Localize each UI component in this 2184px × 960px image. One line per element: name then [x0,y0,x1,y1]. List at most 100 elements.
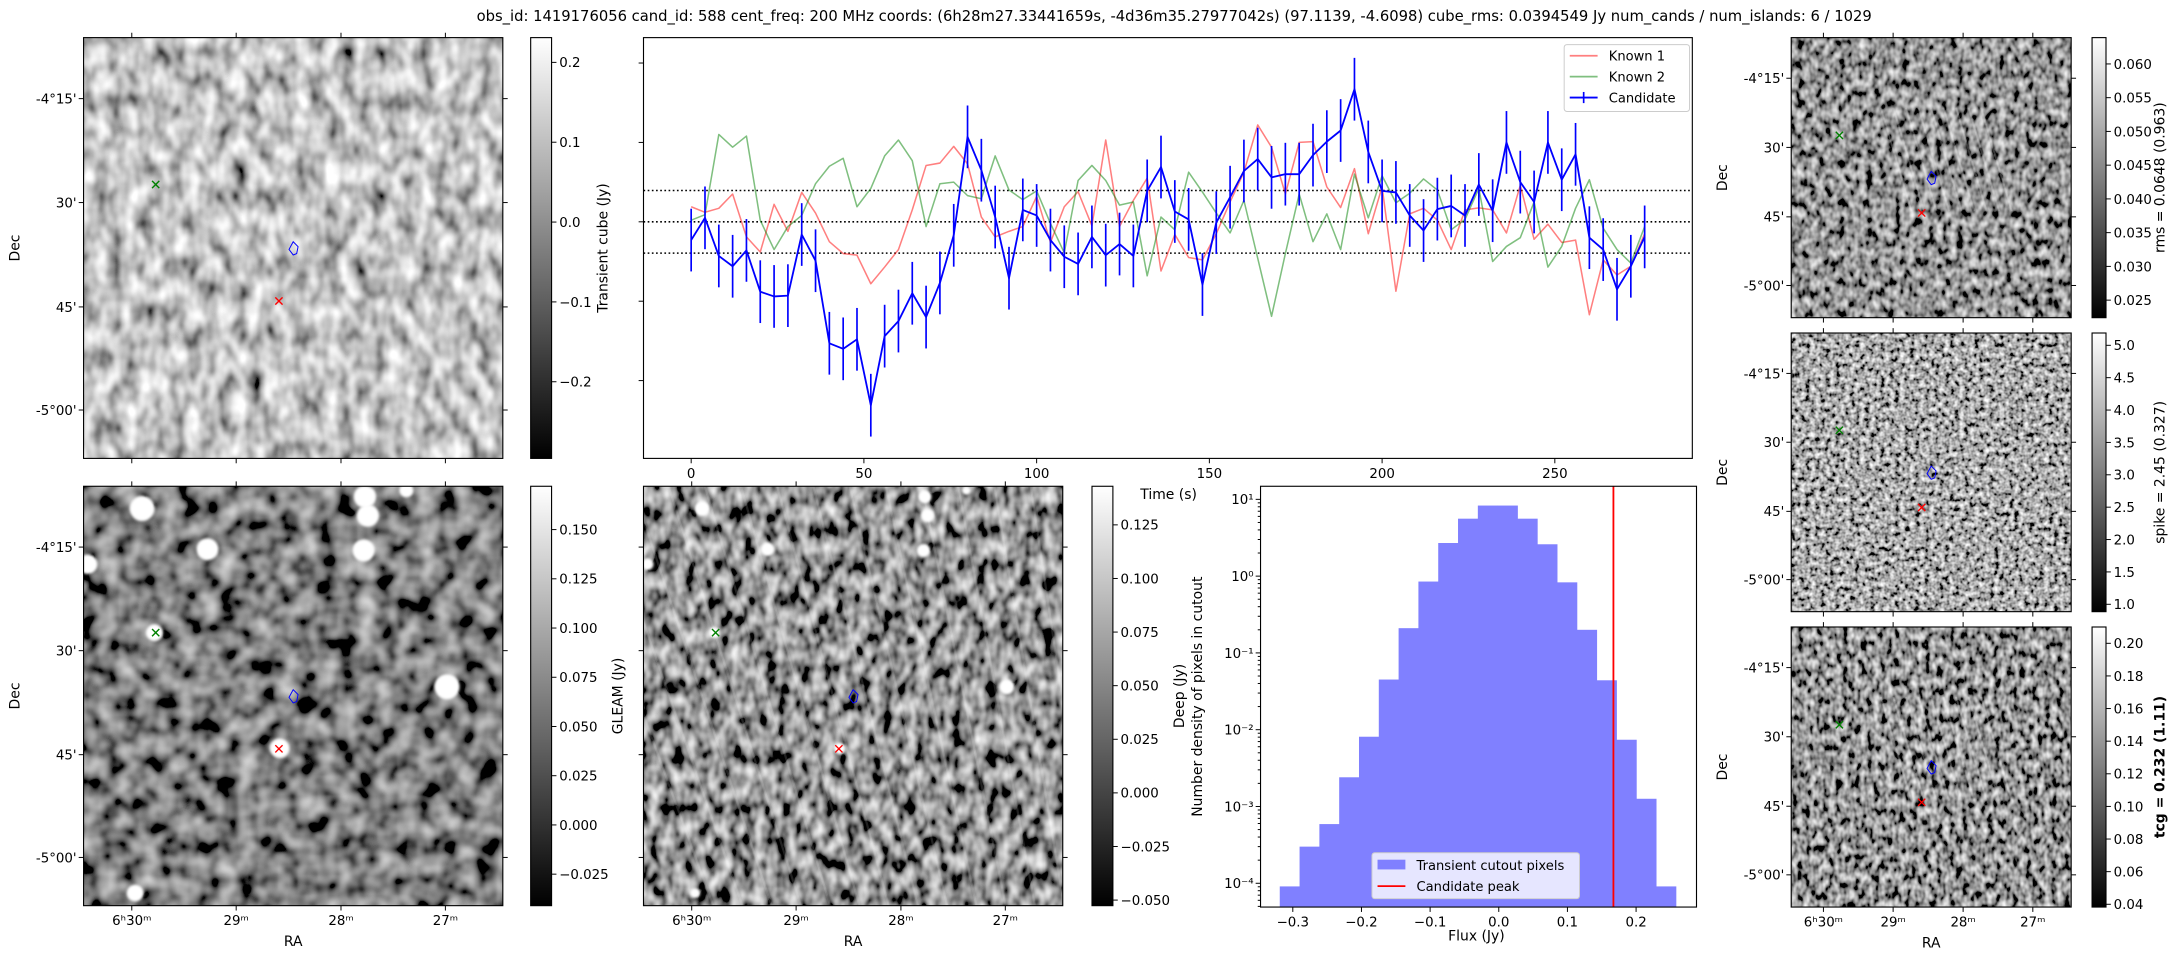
sidelobe-streak [1967,107,2001,212]
ra-axis-label: RA [284,934,303,950]
sidelobe-streak [1930,696,1963,801]
colorbar-label: spike = 2.45 (0.327) [2153,401,2169,544]
ra-tick-label: 28ᵐ [1950,916,1975,931]
histogram-bar [1656,886,1677,908]
bright-source [916,543,931,558]
bright-source [962,486,971,495]
spike-colorbar: 5.0 4.5 4.0 3.5 3.0 2.5 2.0 1.5 1.0 spike = 2.45 … [2091,332,2169,613]
histogram-bar [1596,680,1617,908]
bright-source [356,504,379,527]
histogram-axes-frame [1259,485,1698,908]
x-tick-label: 50 [855,467,872,482]
colorbar-tick-label: 0.055 [2114,92,2152,107]
bright-source [399,486,414,498]
bright-source [643,558,654,571]
transient-axes-frame [83,37,504,459]
colorbar-tick-label: 1.0 [2114,598,2135,613]
ra-tick-label: 28ᵐ [328,914,353,929]
x-tick-label: 250 [1542,467,1567,482]
colorbar-tick-label: 0.20 [2114,637,2144,652]
ra-tick-label: 27ᵐ [433,914,458,929]
transient-image [83,37,503,459]
colorbar-tick-label: 2.0 [2114,533,2135,548]
x-tick-label: −0.3 [1277,916,1309,931]
gleam-noise-texture [83,486,503,906]
sidelobe-streak [643,618,744,906]
gleam-image-panel: -4°15' 30' 45' -5°00' 6ʰ30ᵐ 29ᵐ 28ᵐ 27ᵐ Dec RA 0.1… [8,481,627,950]
known-2-x-icon [1835,426,1844,435]
rms-image [1791,37,2072,318]
sidelobe-streak [703,486,832,906]
colorbar-frame [2091,332,2107,613]
transient-image-panel: -4°15' 30' 45' -5°00' Dec 0.2 0.1 0.0 −0.1 −0.2 Tr… [8,32,611,464]
legend-label: Known 1 [1609,50,1665,65]
sidelobe-streak [1879,696,1913,801]
colorbar-tick-label: 0.075 [1121,626,1159,641]
colorbar-tick-label: 0.000 [1121,787,1159,802]
dec-tick-label: 45' [1764,505,1785,520]
colorbar-label: GLEAM (Jy) [611,658,627,735]
ra-axis-label: RA [1922,935,1941,951]
bright-source [760,542,775,556]
known-2-x-icon [151,628,160,637]
known-2-x-icon [711,628,720,637]
spike-image [1791,333,2072,612]
colorbar-tick-label: 0.035 [2114,227,2152,242]
transient-colorbar: 0.2 0.1 0.0 −0.1 −0.2 Transient cube (Jy) [530,37,611,459]
colorbar-tick-label: −0.025 [559,868,608,883]
ra-tick-label: 28ᵐ [888,914,913,929]
sidelobe-streak [643,711,715,906]
deep-image [643,486,1063,906]
sidelobe-streak [1942,696,1976,801]
colorbar-tick-label: 0.14 [2114,735,2144,750]
light-curve-legend: Known 1 Known 2 Candidate [1563,44,1691,112]
bright-source [434,674,460,700]
known-1-x-icon-stroke [1917,208,1926,218]
ra-axis-label: RA [844,934,863,950]
sidelobe-streak [1892,107,1925,212]
colorbar-tick-label: 3.5 [2114,436,2135,451]
dec-axis-label: Dec [1715,754,1731,781]
candidate-contour-icon [1926,759,1937,775]
known-1-x-icon [274,296,284,306]
y-tick-label: 10¹ [1231,493,1253,508]
known-2-x-icon-stroke [151,180,160,189]
colorbar-tick-label: 0.025 [559,770,597,785]
sidelobe-streak [739,486,861,906]
known-1-x-icon-stroke [274,744,284,753]
histogram-bar [1576,629,1598,908]
histogram-bar [1279,886,1300,908]
tcg-noise-texture [1791,626,2072,908]
dec-tick-label: 45' [1764,211,1785,226]
colorbar-tick-label: 4.0 [2114,404,2135,419]
bright-source [690,888,701,899]
known-1-x-icon [1917,208,1926,218]
deep-axes-frame [642,485,1064,907]
dec-tick-label: 45' [56,749,77,764]
x-tick-label: 0.1 [1557,916,1578,931]
known-1-x-icon-stroke [1917,798,1926,807]
rms-noise-texture [1791,37,2072,318]
bright-source [129,495,155,522]
colorbar-tick-label: 0.16 [2114,702,2144,717]
series-candidate [690,57,1646,437]
y-tick-label: 10⁻³ [1224,800,1253,815]
dec-tick-label: 30' [1764,436,1785,451]
series-line [690,133,1646,318]
colorbar-gradient [530,37,552,459]
x-axis-label: Flux (Jy) [1448,928,1505,944]
known-2-x-icon-stroke [1835,131,1844,140]
known-1-x-icon-stroke [834,744,843,753]
dec-tick-label: -5°00' [36,851,77,866]
series-line [690,124,1646,316]
histogram-bar [1557,582,1578,908]
series-known-1 [690,124,1646,316]
sidelobe-streak [884,486,978,906]
x-tick-label: −0.2 [1345,916,1377,931]
histogram-bar [1458,518,1479,908]
legend-box [1371,852,1580,900]
colorbar-frame [530,485,553,907]
colorbar-tick-label: 2.5 [2114,501,2135,516]
colorbar-tick-label: 1.5 [2114,566,2135,581]
sidelobe-streak [1904,107,1938,212]
